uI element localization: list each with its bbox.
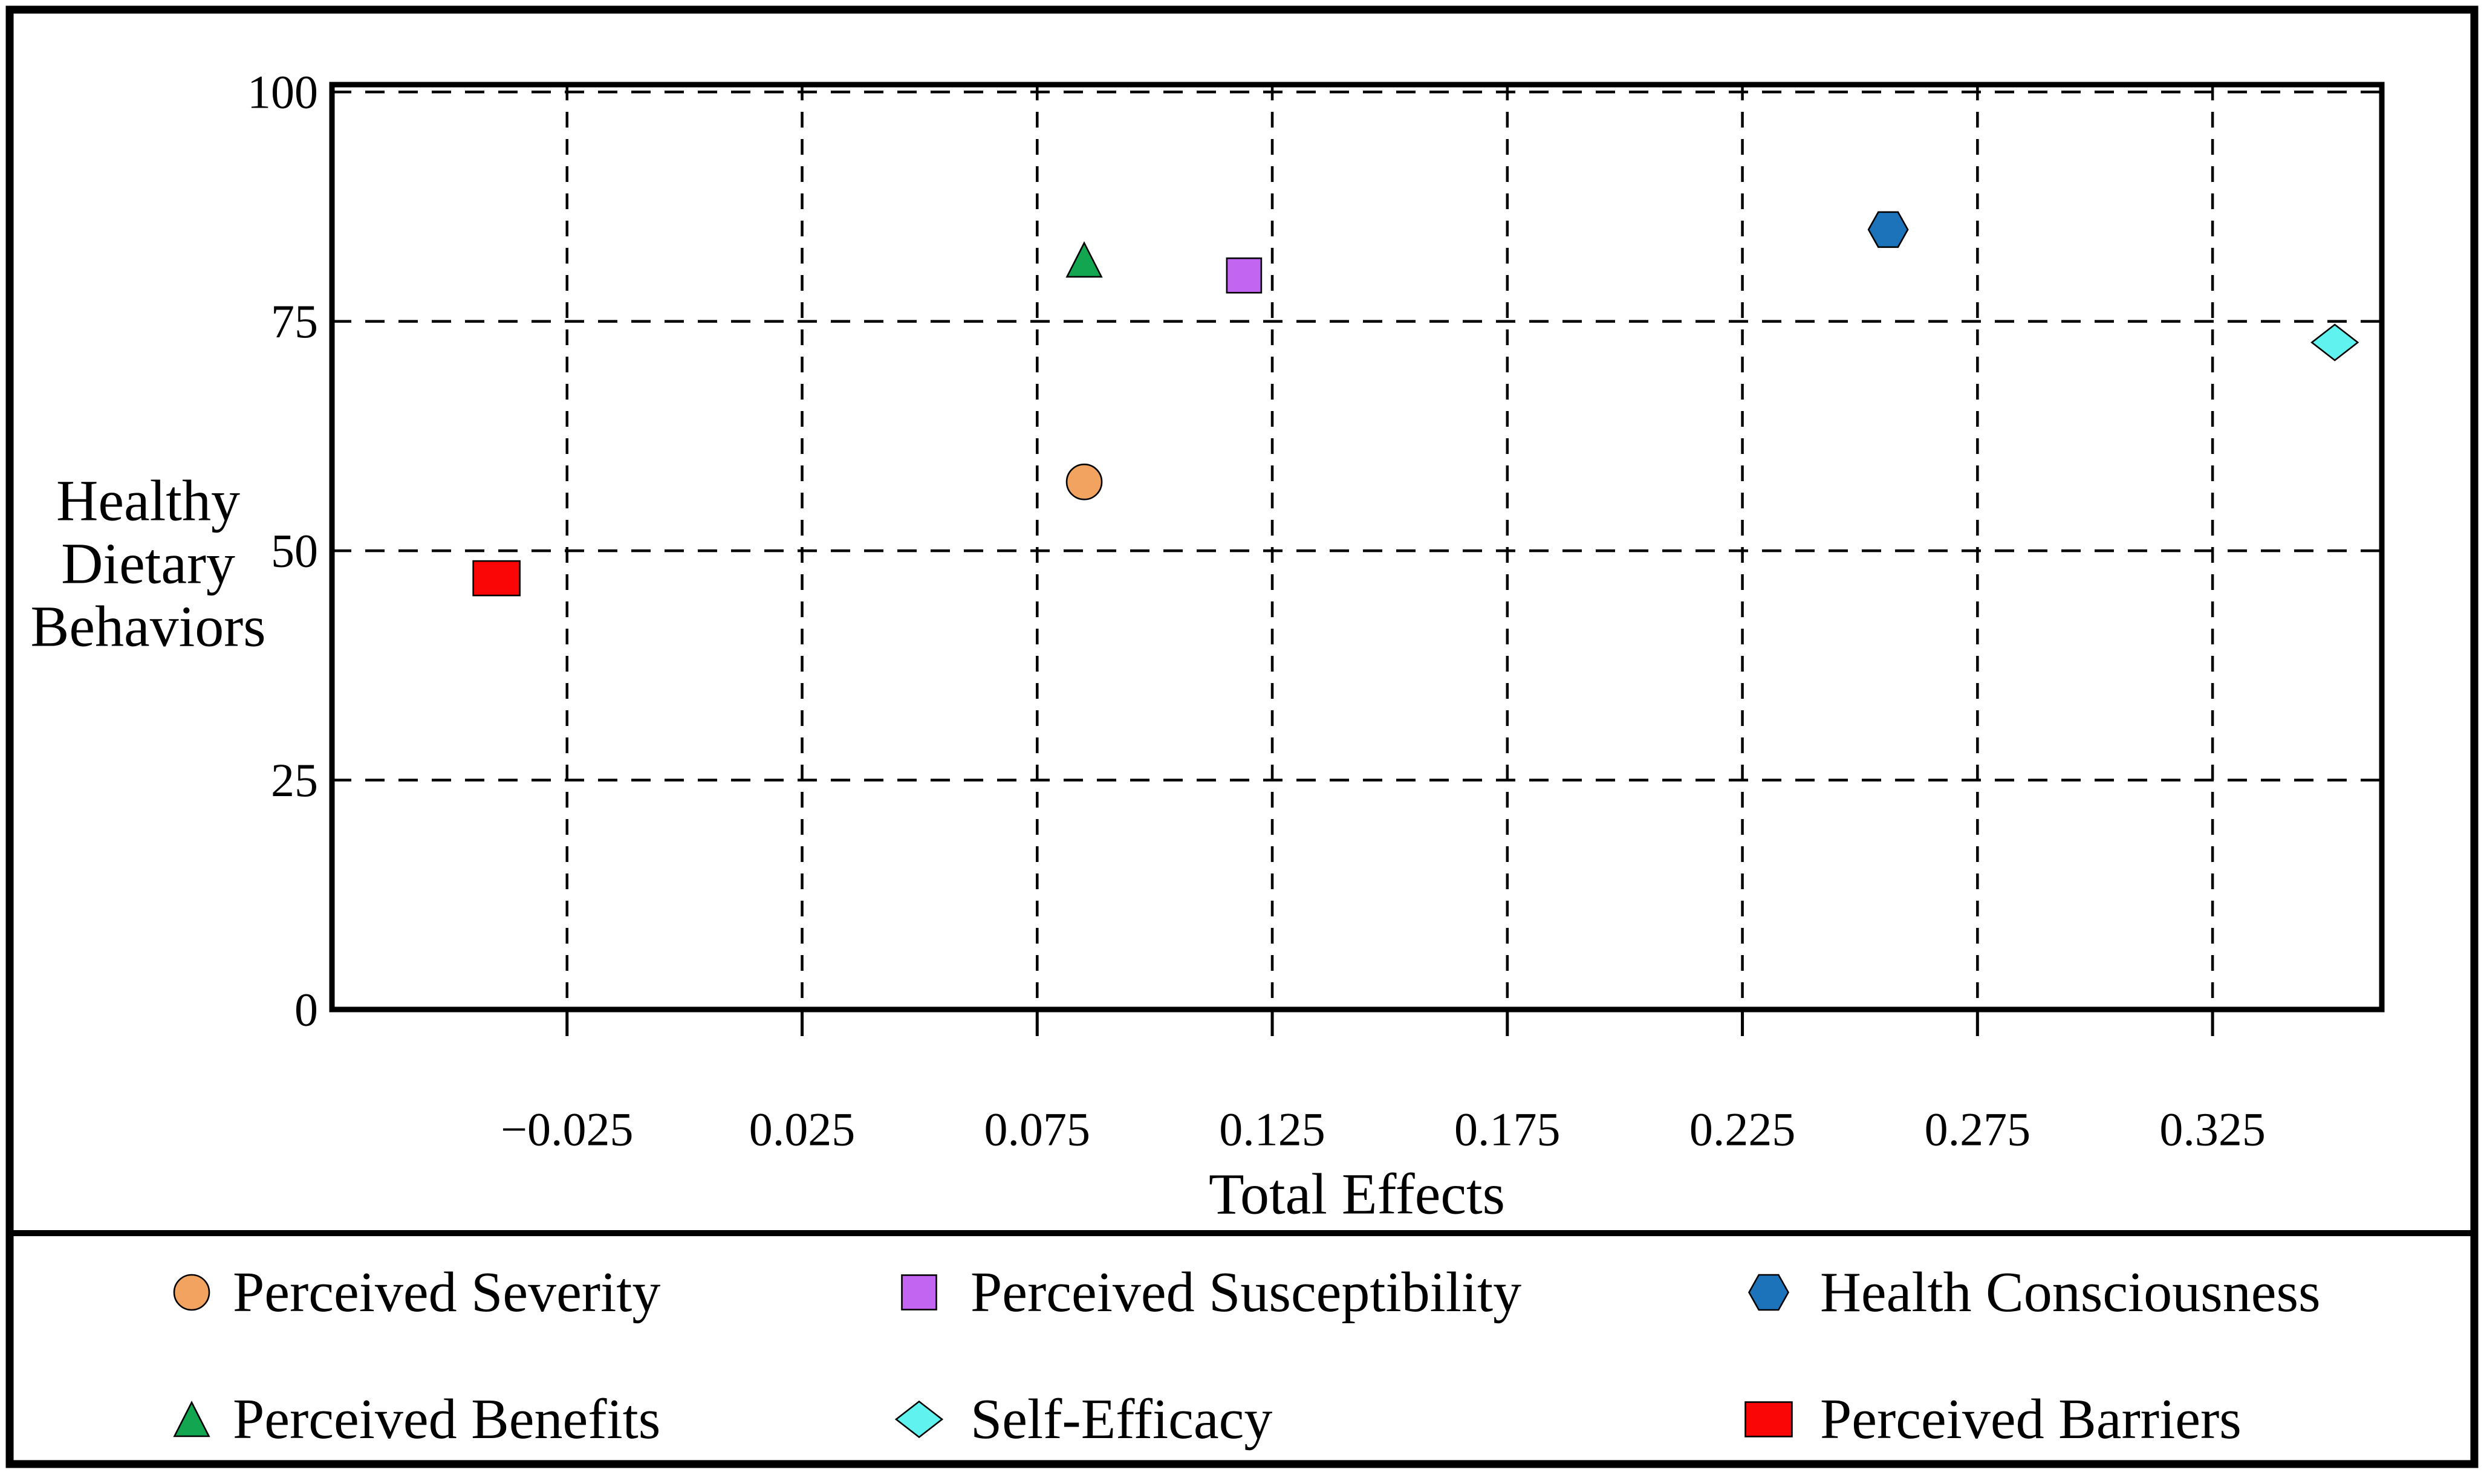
data-point-perceived-severity: [1065, 463, 1103, 501]
x-tick-label: 0.025: [749, 1103, 856, 1156]
y-tick-label: 100: [247, 66, 318, 118]
legend-marker-health-consciousness: [1748, 1274, 1789, 1311]
x-tick-label: −0.025: [501, 1103, 634, 1156]
y-tick-label: 0: [294, 983, 318, 1036]
data-point-health-consciousness: [1867, 211, 1909, 248]
data-points: [472, 211, 2359, 597]
x-tick-label: 0.075: [984, 1103, 1091, 1156]
x-tick-label: 0.175: [1454, 1103, 1561, 1156]
legend-marker-self-efficacy: [894, 1400, 944, 1439]
y-tick-label: 50: [271, 525, 318, 577]
x-axis-title: Total Effects: [1209, 1162, 1505, 1226]
x-axis-tick-labels: −0.025 0.025 0.075 0.125 0.175 0.225 0.275 0.32…: [501, 1103, 2266, 1156]
figure-border: [5, 5, 2479, 1468]
data-point-perceived-susceptibility: [1226, 257, 1263, 294]
legend-marker-perceived-barriers: [1744, 1401, 1793, 1437]
y-tick-label: 75: [271, 295, 318, 348]
legend-label-perceived-susceptibility: Perceived Susceptibility: [971, 1261, 1521, 1324]
legend-label-health-consciousness: Health Consciousness: [1820, 1261, 2321, 1324]
y-axis-title-line1: Healthy: [56, 468, 240, 533]
plot-box: [329, 82, 2385, 1013]
x-axis-ticks: [565, 1009, 2214, 1036]
legend-marker-perceived-severity: [173, 1274, 210, 1311]
y-axis-title-line2: Dietary: [61, 531, 235, 596]
data-point-perceived-barriers: [472, 560, 521, 597]
data-point-self-efficacy: [2310, 323, 2359, 361]
legend-label-perceived-barriers: Perceived Barriers: [1820, 1388, 2242, 1451]
legend-label-perceived-benefits: Perceived Benefits: [233, 1388, 660, 1451]
legend-label-perceived-severity: Perceived Severity: [233, 1261, 660, 1324]
y-tick-label: 25: [271, 754, 318, 806]
y-axis-tick-labels: 0 25 50 75 100: [247, 66, 318, 1036]
y-axis-title-line3: Behaviors: [30, 594, 265, 659]
x-tick-label: 0.325: [2159, 1103, 2266, 1156]
legend-marker-perceived-susceptibility: [901, 1274, 937, 1311]
x-tick-label: 0.125: [1219, 1103, 1325, 1156]
x-tick-label: 0.275: [1925, 1103, 2031, 1156]
data-point-perceived-benefits: [1065, 241, 1103, 278]
y-axis-title: Healthy Dietary Behaviors: [30, 468, 265, 659]
x-tick-label: 0.225: [1689, 1103, 1796, 1156]
legend-marker-icons: [173, 1274, 1793, 1439]
gridlines: [332, 85, 2382, 1009]
legend: Perceived Severity Perceived Susceptibil…: [173, 1261, 2321, 1451]
legend-label-self-efficacy: Self-Efficacy: [971, 1388, 1272, 1451]
legend-marker-perceived-benefits: [173, 1401, 210, 1437]
